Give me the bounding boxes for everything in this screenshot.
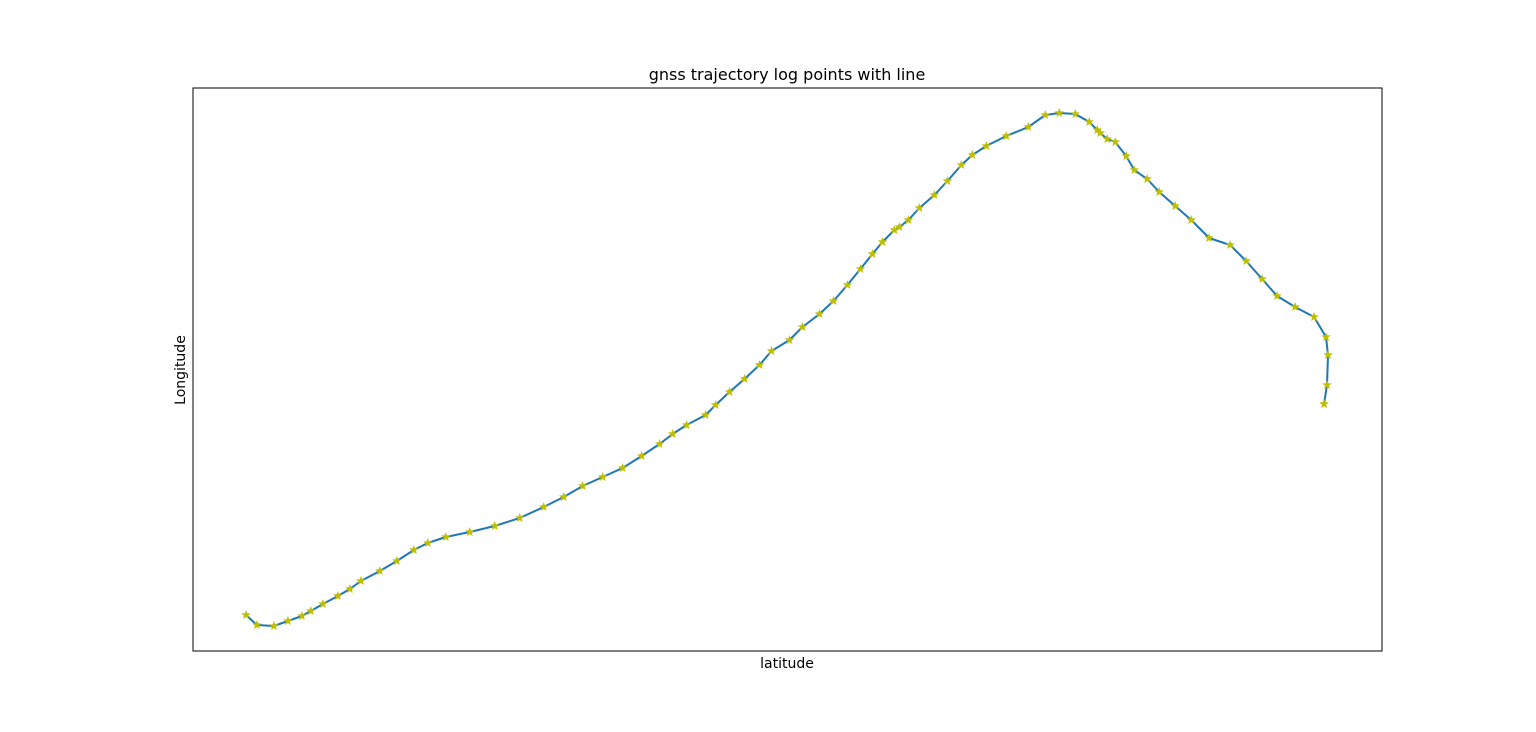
trajectory-point — [1001, 131, 1012, 140]
trajectory-point — [1084, 117, 1094, 126]
trajectory-point — [1323, 350, 1333, 359]
trajectory-markers — [241, 108, 1333, 630]
trajectory-point — [577, 481, 588, 490]
trajectory-point — [1322, 380, 1332, 389]
trajectory-point — [241, 610, 251, 619]
trajectory-point — [842, 280, 853, 289]
trajectory-point — [766, 346, 777, 355]
trajectory-point — [914, 203, 925, 212]
trajectory-point — [739, 374, 750, 383]
trajectory-point — [814, 309, 825, 318]
trajectory-point — [1092, 125, 1102, 134]
trajectory-point — [855, 264, 866, 273]
trajectory-point — [754, 360, 765, 369]
trajectory-point — [667, 429, 678, 438]
trajectory-point — [252, 620, 262, 629]
trajectory-point — [345, 584, 355, 593]
trajectory-point — [297, 611, 307, 620]
trajectory-point — [797, 322, 808, 331]
trajectory-point — [981, 141, 992, 150]
trajectory-point — [1257, 274, 1267, 283]
trajectory-point — [1154, 187, 1164, 196]
trajectory-point — [1040, 110, 1050, 119]
trajectory-point — [1054, 108, 1064, 117]
trajectory-point — [1321, 332, 1331, 341]
trajectory-point — [538, 502, 549, 511]
trajectory-point — [1095, 128, 1105, 137]
chart-title: gnss trajectory log points with line — [649, 65, 926, 84]
trajectory-point — [441, 532, 451, 541]
trajectory-point — [269, 621, 279, 630]
trajectory-point — [710, 400, 721, 409]
trajectory-point — [318, 599, 328, 608]
trajectory-point — [903, 215, 914, 224]
plot-area — [241, 108, 1333, 630]
trajectory-point — [1110, 137, 1120, 146]
trajectory-point — [1319, 399, 1329, 408]
trajectory-point — [1070, 109, 1080, 118]
trajectory-point — [1290, 302, 1300, 311]
trajectory-point — [558, 492, 569, 501]
trajectory-point — [700, 410, 711, 419]
trajectory-point — [1204, 233, 1214, 242]
trajectory-point — [1225, 240, 1235, 249]
trajectory-point — [597, 472, 608, 481]
trajectory-point — [409, 545, 419, 554]
trajectory-point — [356, 576, 366, 585]
trajectory-point — [1023, 122, 1034, 131]
trajectory-point — [828, 296, 839, 305]
trajectory-point — [1272, 291, 1282, 300]
trajectory-point — [867, 249, 878, 258]
trajectory-point — [392, 556, 402, 565]
trajectory-point — [375, 566, 385, 575]
trajectory-point — [333, 591, 343, 600]
trajectory-point — [681, 420, 692, 429]
trajectory-point — [654, 439, 665, 448]
trajectory-point — [724, 387, 735, 396]
trajectory-point — [283, 616, 293, 625]
trajectory-point — [490, 521, 500, 530]
trajectory-point — [1170, 201, 1180, 210]
trajectory-point — [515, 513, 525, 522]
trajectory-point — [1142, 174, 1152, 183]
trajectory-point — [1121, 151, 1131, 160]
trajectory-point — [942, 176, 953, 185]
trajectory-point — [1102, 134, 1112, 143]
trajectory-point — [1241, 256, 1251, 265]
axes-frame — [192, 87, 1383, 652]
y-axis-label: Longitude — [173, 335, 189, 405]
trajectory-point — [1129, 165, 1139, 174]
trajectory-point — [889, 225, 900, 234]
trajectory-point — [465, 527, 475, 536]
trajectory-point — [967, 150, 978, 159]
trajectory-point — [894, 222, 905, 231]
trajectory-point — [956, 160, 967, 169]
trajectory-point — [636, 451, 647, 460]
trajectory-point — [306, 606, 316, 615]
trajectory-point — [617, 463, 628, 472]
trajectory-point — [877, 237, 888, 246]
x-axis-label: latitude — [760, 656, 814, 672]
trajectory-point — [1309, 312, 1319, 321]
trajectory-point — [784, 335, 795, 344]
trajectory-point — [929, 190, 940, 199]
trajectory-point — [1186, 215, 1196, 224]
trajectory-point — [423, 538, 433, 547]
